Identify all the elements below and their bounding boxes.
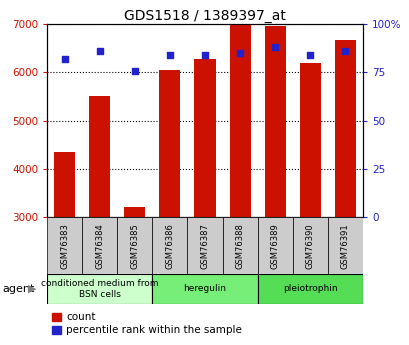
Bar [47, 217, 82, 274]
Bar [54, 152, 75, 217]
Bar [194, 59, 215, 217]
Text: agent: agent [2, 284, 34, 294]
Bar [124, 207, 145, 217]
Text: GSM76384: GSM76384 [95, 223, 104, 269]
Bar [292, 217, 327, 274]
Point [61, 56, 68, 62]
Point [131, 68, 138, 73]
Point [271, 45, 278, 50]
Text: GSM76390: GSM76390 [305, 223, 314, 269]
Bar [82, 217, 117, 274]
Text: GSM76389: GSM76389 [270, 223, 279, 269]
Text: pleiotrophin: pleiotrophin [282, 284, 337, 294]
Bar [159, 70, 180, 217]
Text: GSM76391: GSM76391 [340, 223, 349, 269]
Point [96, 48, 103, 54]
Title: GDS1518 / 1389397_at: GDS1518 / 1389397_at [124, 9, 285, 23]
Text: conditioned medium from
BSN cells: conditioned medium from BSN cells [41, 279, 158, 299]
Bar [152, 274, 257, 304]
Bar [299, 63, 320, 217]
Point [201, 52, 208, 58]
Bar [257, 274, 362, 304]
Bar [229, 25, 250, 217]
Text: GSM76383: GSM76383 [60, 223, 69, 269]
Point [166, 52, 173, 58]
Point [236, 50, 243, 56]
Bar [152, 217, 187, 274]
Bar [334, 40, 355, 217]
Bar [327, 217, 362, 274]
Point [341, 48, 348, 54]
Legend: count, percentile rank within the sample: count, percentile rank within the sample [52, 312, 241, 335]
Bar [257, 217, 292, 274]
Point [306, 52, 313, 58]
Text: heregulin: heregulin [183, 284, 226, 294]
Text: ▶: ▶ [28, 284, 36, 294]
Text: GSM76385: GSM76385 [130, 223, 139, 269]
Bar [264, 26, 285, 217]
Bar [117, 217, 152, 274]
Bar [222, 217, 257, 274]
Text: GSM76388: GSM76388 [235, 223, 244, 269]
Bar [89, 96, 110, 217]
Bar [187, 217, 222, 274]
Bar [47, 274, 152, 304]
Text: GSM76386: GSM76386 [165, 223, 174, 269]
Text: GSM76387: GSM76387 [200, 223, 209, 269]
